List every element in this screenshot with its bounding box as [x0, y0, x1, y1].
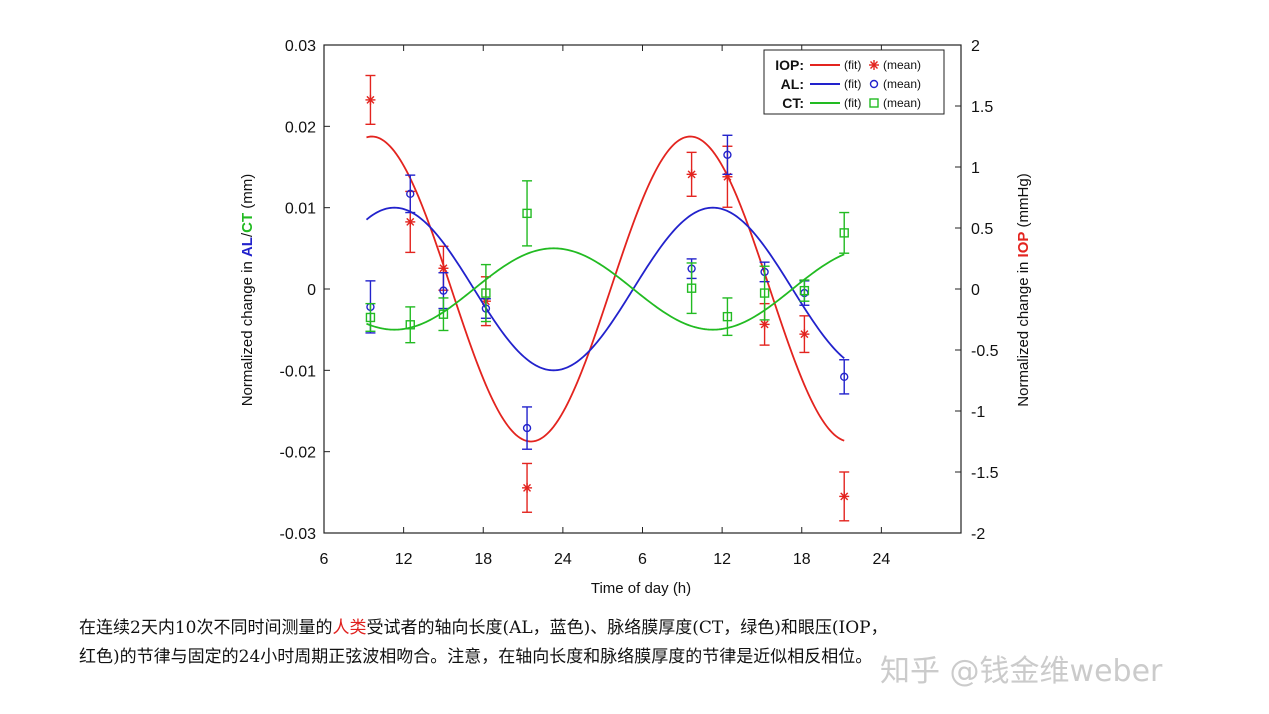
iop-mean-point: [759, 319, 770, 330]
right-axis-title-iop: IOP: [1015, 232, 1032, 258]
legend-mean-marker-stroke: [870, 61, 878, 69]
al-mean-point: [840, 372, 849, 382]
legend-fit-label: (fit): [844, 96, 861, 110]
caption-line-1: 在连续2天内10次不同时间测量的人类受试者的轴向长度(AL，蓝色)、脉络膜厚度(…: [79, 614, 1229, 643]
left-tick-label: 0.01: [285, 201, 316, 218]
iop-mean-point: [522, 482, 533, 493]
iop-fit-line: [366, 135, 845, 443]
iop-mean-point-stroke: [687, 170, 696, 179]
caption-line-2: 红色)的节律与固定的24小时周期正弦波相吻合。注意，在轴向长度和脉络膜厚度的节律…: [79, 647, 873, 667]
figure-caption: 在连续2天内10次不同时间测量的人类受试者的轴向长度(AL，蓝色)、脉络膜厚度(…: [79, 614, 1229, 672]
x-tick-label: 18: [474, 551, 492, 568]
plot-area: 6 12 18 24 6 12 18 24-0.03-0.02-0.0100.010.020.…: [280, 38, 999, 568]
legend-mean-label: (mean): [883, 77, 921, 91]
ct-mean-point: [438, 309, 449, 319]
ct-mean-point: [839, 228, 849, 238]
x-tick-label: 24: [872, 551, 890, 568]
legend: IOP: (fit) (mean) AL: (fit) (mean) CT: (fit) (me…: [763, 49, 945, 115]
iop-mean-point-stroke: [406, 217, 415, 226]
right-axis-title-prefix: Normalized change in: [1015, 257, 1032, 406]
x-tick-label: 6: [638, 551, 647, 568]
left-tick-label: 0: [307, 282, 316, 299]
caption-line-1-a: 在连续2天内10次不同时间测量的: [79, 618, 333, 638]
iop-mean-point: [365, 94, 376, 105]
ct-mean-point: [722, 311, 733, 322]
legend-key-label: CT:: [782, 95, 804, 111]
right-tick-label: -0.5: [971, 343, 999, 360]
ct-mean-point: [405, 320, 415, 330]
iop-mean-point-stroke: [523, 483, 532, 492]
ct-mean-point: [799, 285, 810, 296]
left-axis-title-prefix: Normalized change in: [239, 257, 256, 406]
x-tick-label: 12: [395, 551, 413, 568]
left-axis-title-ct: CT: [239, 213, 256, 233]
right-tick-label: 1: [971, 160, 980, 177]
left-axis-title-suffix: (mm): [239, 174, 256, 213]
right-tick-label: 0.5: [971, 221, 993, 238]
iop-mean-point-stroke: [800, 330, 809, 339]
left-tick-label: 0.03: [285, 38, 316, 55]
right-tick-label: 1.5: [971, 99, 993, 116]
chart: 6 12 18 24 6 12 18 24-0.03-0.02-0.0100.010.020.…: [239, 38, 1032, 597]
left-tick-label: -0.01: [280, 363, 317, 380]
plot-frame: [323, 44, 962, 534]
caption-highlight: 人类: [332, 618, 367, 638]
legend-fit-label: (fit): [844, 77, 861, 91]
legend-key-label: AL:: [781, 76, 804, 92]
left-axis-title-sep: /: [239, 232, 256, 237]
iop-mean-point: [839, 491, 850, 502]
left-tick-label: -0.03: [280, 526, 317, 543]
al-mean-point: [439, 286, 448, 295]
iop-mean-point: [438, 263, 449, 274]
legend-mean-marker: [869, 60, 879, 70]
iop-mean-point: [405, 216, 416, 227]
x-tick-label: 12: [713, 551, 731, 568]
ct-mean-point: [522, 208, 532, 219]
iop-mean-point-stroke: [439, 264, 448, 273]
ct-mean-point: [759, 288, 770, 298]
iop-mean-point-stroke: [840, 492, 849, 501]
legend-mean-label: (mean): [883, 58, 921, 72]
ct-fit-line: [366, 247, 845, 331]
al-mean-point: [406, 189, 415, 199]
left-axis-title: Normalized change in AL/CT (mm): [239, 174, 256, 407]
ct-mean-point: [686, 283, 697, 293]
x-tick-label: 6: [320, 551, 329, 568]
ct-mean-point: [365, 312, 376, 323]
legend-mean-marker: [869, 79, 879, 89]
left-axis-title-al: AL: [239, 237, 256, 257]
left-tick-label: 0.02: [285, 119, 316, 136]
right-axis-title: Normalized change in IOP (mmHg): [1015, 173, 1032, 406]
iop-mean-point: [686, 169, 697, 180]
right-tick-label: -2: [971, 526, 985, 543]
left-tick-label: -0.02: [280, 445, 317, 462]
iop-mean-point: [799, 329, 810, 340]
al-mean-point: [522, 423, 532, 433]
watermark: 知乎 @钱金维weber: [880, 654, 1163, 689]
legend-mean-label: (mean): [883, 96, 921, 110]
legend-fit-label: (fit): [844, 58, 861, 72]
right-axis-title-suffix: (mmHg): [1015, 173, 1032, 231]
iop-mean-point-stroke: [366, 95, 375, 104]
iop-mean-point-stroke: [760, 320, 769, 329]
legend-box: [763, 49, 945, 115]
legend-key-label: IOP:: [775, 57, 804, 73]
right-tick-label: -1.5: [971, 465, 999, 482]
right-tick-label: 0: [971, 282, 980, 299]
right-tick-label: 2: [971, 38, 980, 55]
x-axis-title: Time of day (h): [591, 580, 691, 597]
al-fit-line: [365, 206, 845, 372]
ct-mean-point: [481, 288, 491, 298]
al-mean-point: [723, 150, 732, 160]
x-tick-label: 18: [793, 551, 811, 568]
legend-mean-marker: [869, 98, 879, 108]
caption-line-1-b: 受试者的轴向长度(AL，蓝色)、脉络膜厚度(CT，绿色)和眼压(IOP，: [366, 618, 888, 638]
right-tick-label: -1: [971, 404, 985, 421]
x-tick-label: 24: [554, 551, 572, 568]
